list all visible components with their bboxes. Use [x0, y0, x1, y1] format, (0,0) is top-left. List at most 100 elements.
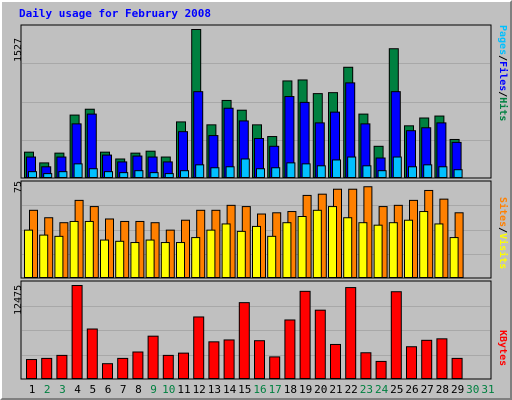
day-tick-label: 22 [345, 383, 358, 396]
visits-bar [419, 211, 429, 278]
day-tick-label: 7 [120, 383, 127, 396]
kbytes-bar [238, 302, 250, 379]
pages-bar [438, 166, 448, 179]
visits-bar [176, 242, 185, 278]
kbytes-bar [71, 285, 83, 379]
kbytes-bar [269, 356, 281, 379]
kbytes-bar [375, 360, 387, 379]
pages-bar [58, 171, 68, 179]
kbytes-bar [406, 346, 417, 379]
visits-bar [39, 234, 49, 279]
visits-bar [297, 216, 307, 278]
day-tick-label: 4 [74, 383, 81, 396]
visits-bar [358, 222, 368, 278]
kbytes-bar [208, 341, 220, 379]
visits-bar [145, 239, 155, 278]
visits-bar [404, 219, 413, 278]
kbytes-bar [330, 343, 341, 379]
pages-bar [88, 168, 98, 179]
pages-bar [347, 156, 357, 178]
day-tick-label: 10 [162, 383, 175, 396]
day-tick-label: 9 [150, 383, 157, 396]
kbytes-bar [345, 287, 357, 379]
visits-bar [130, 242, 140, 278]
visits-bar [84, 220, 94, 279]
pages-bar [392, 156, 402, 178]
pages-bar [362, 165, 372, 179]
kbytes-bar [102, 363, 113, 380]
pages-bar [453, 169, 463, 179]
visits-bar [312, 209, 322, 278]
day-tick-label: 14 [223, 383, 237, 396]
pages-bar [180, 170, 189, 179]
visits-bar [282, 222, 292, 278]
kbytes-bar [147, 335, 159, 379]
day-tick-label: 8 [135, 383, 142, 396]
pages-bar [164, 173, 174, 179]
day-tick-label: 1 [29, 383, 36, 396]
pages-bar [43, 173, 53, 179]
kbytes-bar [421, 339, 433, 379]
chart-title: Daily usage for February 2008 [19, 7, 212, 20]
day-tick-label: 18 [284, 383, 297, 396]
visits-bar [160, 242, 170, 278]
visits-bar [373, 224, 383, 278]
visits-bar [191, 237, 201, 278]
pages-bar [423, 164, 433, 179]
day-tick-label: 12 [193, 383, 206, 396]
kbytes-bar [360, 352, 372, 379]
visits-bar [206, 229, 216, 278]
pages-bar [301, 163, 311, 179]
kbytes-bar [390, 291, 402, 379]
kbytes-bar [193, 316, 205, 380]
kbytes-bar [223, 339, 235, 380]
kbytes-bar [436, 338, 448, 379]
pages-bar [377, 170, 387, 179]
kbytes-bar [254, 340, 265, 380]
kbytes-bar [451, 357, 463, 379]
pages-bar [225, 166, 235, 179]
pages-bar [104, 171, 113, 179]
files-bar [86, 113, 97, 178]
pages-bar [256, 168, 265, 179]
kbytes-bar [132, 351, 144, 379]
pages-bar [149, 172, 159, 179]
kbytes-bar [162, 354, 174, 380]
visits-bar [388, 222, 398, 278]
pages-bar [316, 165, 326, 179]
day-tick-label: 25 [390, 383, 403, 396]
pages-bar [240, 158, 250, 178]
pages-bar [28, 171, 37, 179]
pages-bar [286, 162, 296, 179]
day-tick-label: 30 [466, 383, 479, 396]
day-tick-label: 28 [436, 383, 449, 396]
visits-bar [267, 235, 277, 278]
visits-bar [236, 230, 246, 279]
day-tick-label: 19 [299, 383, 312, 396]
kbytes-bar [299, 290, 311, 380]
day-tick-label: 23 [360, 383, 373, 396]
day-tick-label: 11 [177, 383, 190, 396]
day-tick-label: 15 [238, 383, 251, 396]
kbytes-bar [178, 352, 189, 380]
kbytes-bar [314, 309, 326, 380]
kbytes-bar [284, 319, 296, 379]
day-tick-label: 20 [314, 383, 327, 396]
pages-bar [73, 163, 83, 179]
day-tick-label: 3 [59, 383, 66, 396]
visits-bar [54, 235, 64, 278]
visits-bar [343, 217, 353, 279]
visits-bar [115, 240, 125, 279]
day-tick-label: 31 [481, 383, 494, 396]
visits-bar [252, 225, 261, 278]
pages-bar [408, 166, 417, 179]
kbytes-bar [86, 328, 98, 380]
day-tick-label: 27 [421, 383, 434, 396]
kbytes-bar [26, 359, 37, 380]
kbytes-bar [117, 357, 129, 379]
visits-bar [449, 237, 459, 278]
day-tick-label: 26 [405, 383, 418, 396]
visits-bar [24, 229, 33, 278]
pages-bar [332, 159, 341, 178]
